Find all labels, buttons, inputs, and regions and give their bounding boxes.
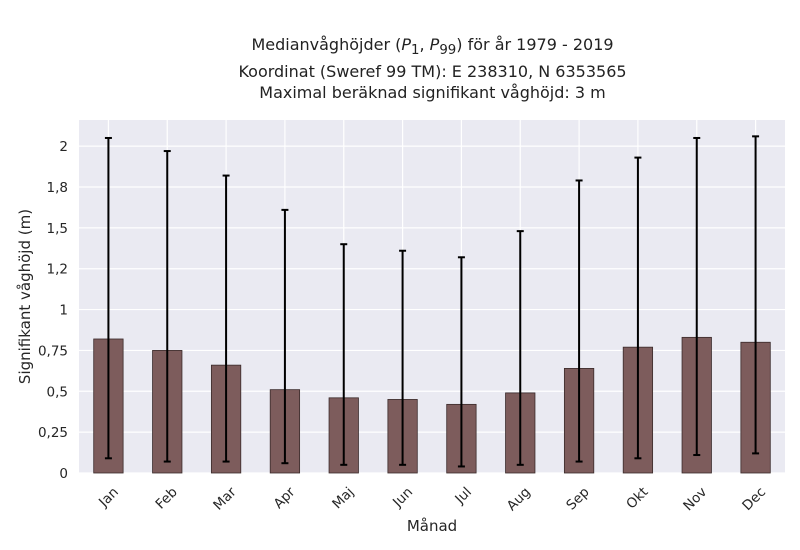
y-tick-label: 0,5: [47, 384, 68, 400]
error-bars: [104, 135, 760, 468]
title-line-1: Medianvåghöjder (P1, P99) för år 1979 - …: [251, 35, 614, 59]
x-tick-label: Dec: [739, 484, 769, 514]
y-tick-label: 1,8: [47, 180, 68, 196]
x-axis-ticks: Jan Feb Mar Apr Maj Jun Jul Aug Sep Okt Nov Dec: [95, 484, 769, 514]
x-tick-label: Jul: [451, 484, 475, 508]
x-tick-label: Feb: [153, 484, 181, 512]
y-tick-label: 2: [59, 139, 68, 155]
y-axis-label: Signifikant våghöjd (m): [16, 209, 34, 384]
y-tick-label: 1,5: [47, 221, 68, 237]
x-tick-label: Sep: [563, 484, 592, 513]
y-tick-label: 1,2: [47, 262, 68, 278]
x-tick-label: Aug: [504, 484, 534, 514]
x-axis-label: Månad: [407, 517, 457, 535]
x-tick-label: Maj: [329, 484, 357, 512]
title-line-3: Maximal beräknad signifikant våghöjd: 3 …: [259, 83, 606, 103]
x-tick-label: Mar: [210, 484, 240, 514]
chart-title: Medianvåghöjder (P1, P99) för år 1979 - …: [80, 34, 785, 103]
y-tick-label: 0: [59, 466, 68, 482]
x-tick-label: Nov: [680, 484, 710, 514]
y-tick-label: 0,75: [38, 343, 68, 359]
y-tick-label: 0,25: [38, 425, 68, 441]
x-tick-label: Okt: [623, 484, 651, 512]
x-tick-label: Apr: [271, 484, 299, 512]
x-tick-label: Jan: [95, 484, 122, 511]
y-axis-ticks: 0 0,25 0,5 0,75 1 1,2 1,5 1,8 2: [38, 139, 68, 482]
title-line-2: Koordinat (Sweref 99 TM): E 238310, N 63…: [238, 62, 627, 82]
plot-area: [79, 120, 785, 473]
y-tick-label: 1: [59, 303, 68, 319]
x-tick-label: Jun: [389, 484, 416, 511]
